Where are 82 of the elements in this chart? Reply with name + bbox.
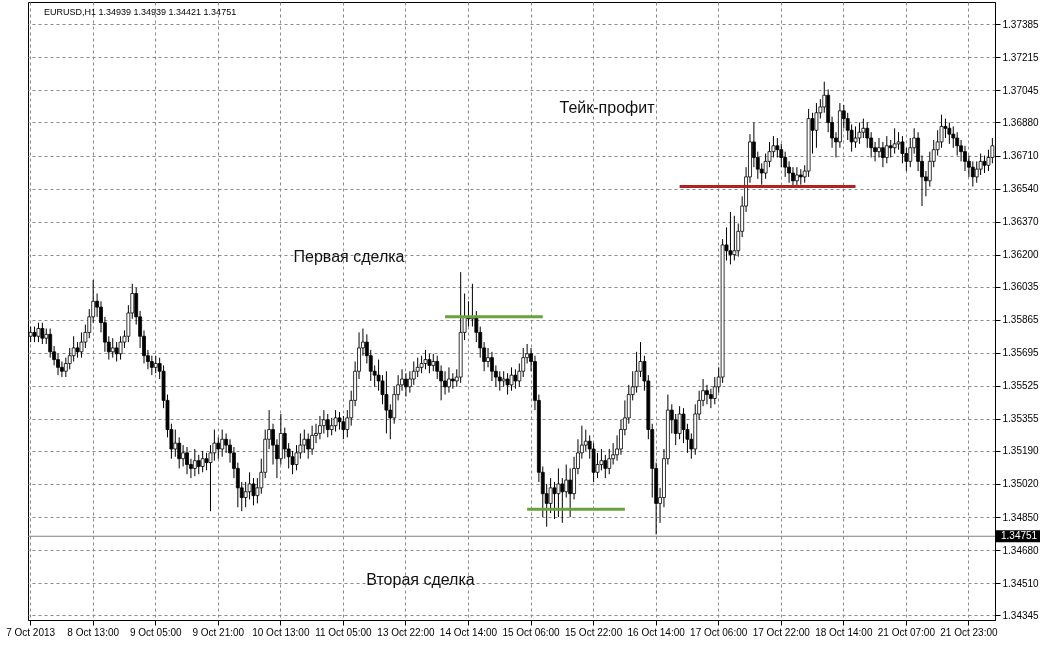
candlestick xyxy=(595,452,600,479)
x-tick-label: 8 Oct 13:00 xyxy=(67,626,120,638)
y-tick-label: 1.35020 xyxy=(1002,478,1040,490)
candlestick xyxy=(513,368,518,390)
annotation: Вторая сделка xyxy=(366,570,475,588)
candlestick xyxy=(200,450,205,473)
candlestick xyxy=(568,467,573,518)
candlestick xyxy=(185,446,189,475)
y-tick-label: 1.36200 xyxy=(1002,249,1040,261)
x-tick-label: 15 Oct 22:00 xyxy=(564,626,623,638)
candlestick xyxy=(423,349,428,370)
candlestick xyxy=(908,137,913,168)
x-tick-label: 11 Oct 05:00 xyxy=(315,626,373,638)
candlestick xyxy=(192,448,197,477)
y-tick-label: 1.35355 xyxy=(1002,413,1040,425)
y-tick-label: 1.35190 xyxy=(1002,445,1040,457)
y-tick-label: 1.37045 xyxy=(1002,84,1040,96)
candlestick xyxy=(196,454,201,475)
candlestick xyxy=(325,413,330,438)
annotation: Тейк-профит xyxy=(559,99,656,116)
candlestick xyxy=(216,436,221,460)
candlestick xyxy=(877,137,881,158)
text: EURUSD,H1 1.34939 1.34939 1.34421 1.34751 xyxy=(44,7,237,17)
y-tick-label: 1.37385 xyxy=(1002,18,1040,30)
candlestick xyxy=(415,357,420,378)
candlestick xyxy=(728,211,733,265)
candlestick xyxy=(881,141,885,168)
candlestick xyxy=(341,415,346,440)
candlestick xyxy=(708,388,713,409)
candlestick xyxy=(732,215,737,261)
y-tick-label: 1.34680 xyxy=(1002,544,1040,556)
candlestick xyxy=(450,372,455,390)
y-tick-label: 1.36540 xyxy=(1002,183,1040,195)
x-tick-label: 18 Oct 14:00 xyxy=(815,626,873,638)
x-tick-label: 17 Oct 22:00 xyxy=(752,626,811,638)
x-tick-label: 14 Oct 14:00 xyxy=(439,626,498,638)
candlestick xyxy=(857,121,862,145)
candlestick xyxy=(114,341,119,363)
candlestick xyxy=(560,477,565,524)
y-tick-label: 1.36370 xyxy=(1002,216,1040,228)
x-tick-label: 7 Oct 2013 xyxy=(6,626,56,638)
candlestick xyxy=(509,366,514,392)
candlestick xyxy=(794,166,799,188)
x-tick-label: 10 Oct 13:00 xyxy=(252,626,310,638)
candlestick xyxy=(447,366,451,394)
candlestick xyxy=(181,444,186,467)
candlestick xyxy=(486,347,490,368)
x-tick-label: 13 Oct 22:00 xyxy=(377,626,436,638)
x-tick-label: 21 Oct 23:00 xyxy=(940,626,998,638)
candlestick xyxy=(705,384,709,405)
candlestick xyxy=(552,481,557,520)
x-tick-label: 16 Oct 14:00 xyxy=(627,626,686,638)
candlestick xyxy=(892,127,897,155)
y-tick-label: 1.34345 xyxy=(1002,609,1040,621)
y-tick-label: 1.35695 xyxy=(1002,347,1040,359)
annotation: Первая сделка xyxy=(293,248,405,265)
candlestick xyxy=(947,121,952,145)
candlestick xyxy=(970,160,975,188)
x-tick-label: 17 Oct 06:00 xyxy=(690,626,748,638)
candlestick xyxy=(775,137,780,158)
candlestick xyxy=(404,372,408,398)
candlestick xyxy=(220,429,225,458)
candlestick xyxy=(310,425,315,456)
y-tick-label: 1.34850 xyxy=(1002,511,1040,523)
x-tick-label: 9 Oct 05:00 xyxy=(129,626,183,638)
y-tick-label: 1.36035 xyxy=(1002,281,1040,293)
candlestick xyxy=(306,432,311,460)
y-tick-label: 1.35525 xyxy=(1002,380,1040,392)
x-tick-label: 9 Oct 21:00 xyxy=(192,626,245,638)
candlestick xyxy=(884,135,889,164)
x-tick-label: 15 Oct 06:00 xyxy=(502,626,561,638)
candlestick xyxy=(951,125,956,149)
y-tick-label: 1.36880 xyxy=(1002,116,1040,128)
y-tick-label: 1.37215 xyxy=(1002,51,1040,63)
y-tick-label: 1.34510 xyxy=(1002,577,1040,589)
candlestick xyxy=(853,125,858,149)
x-tick-label: 21 Oct 07:00 xyxy=(877,626,936,638)
y-tick-label: 1.36710 xyxy=(1002,150,1040,162)
candlestick xyxy=(173,429,178,458)
y-tick-label: 1.35865 xyxy=(1002,314,1040,326)
ref-line-label: 1.34751 xyxy=(1001,530,1038,542)
candlestick xyxy=(865,121,870,149)
